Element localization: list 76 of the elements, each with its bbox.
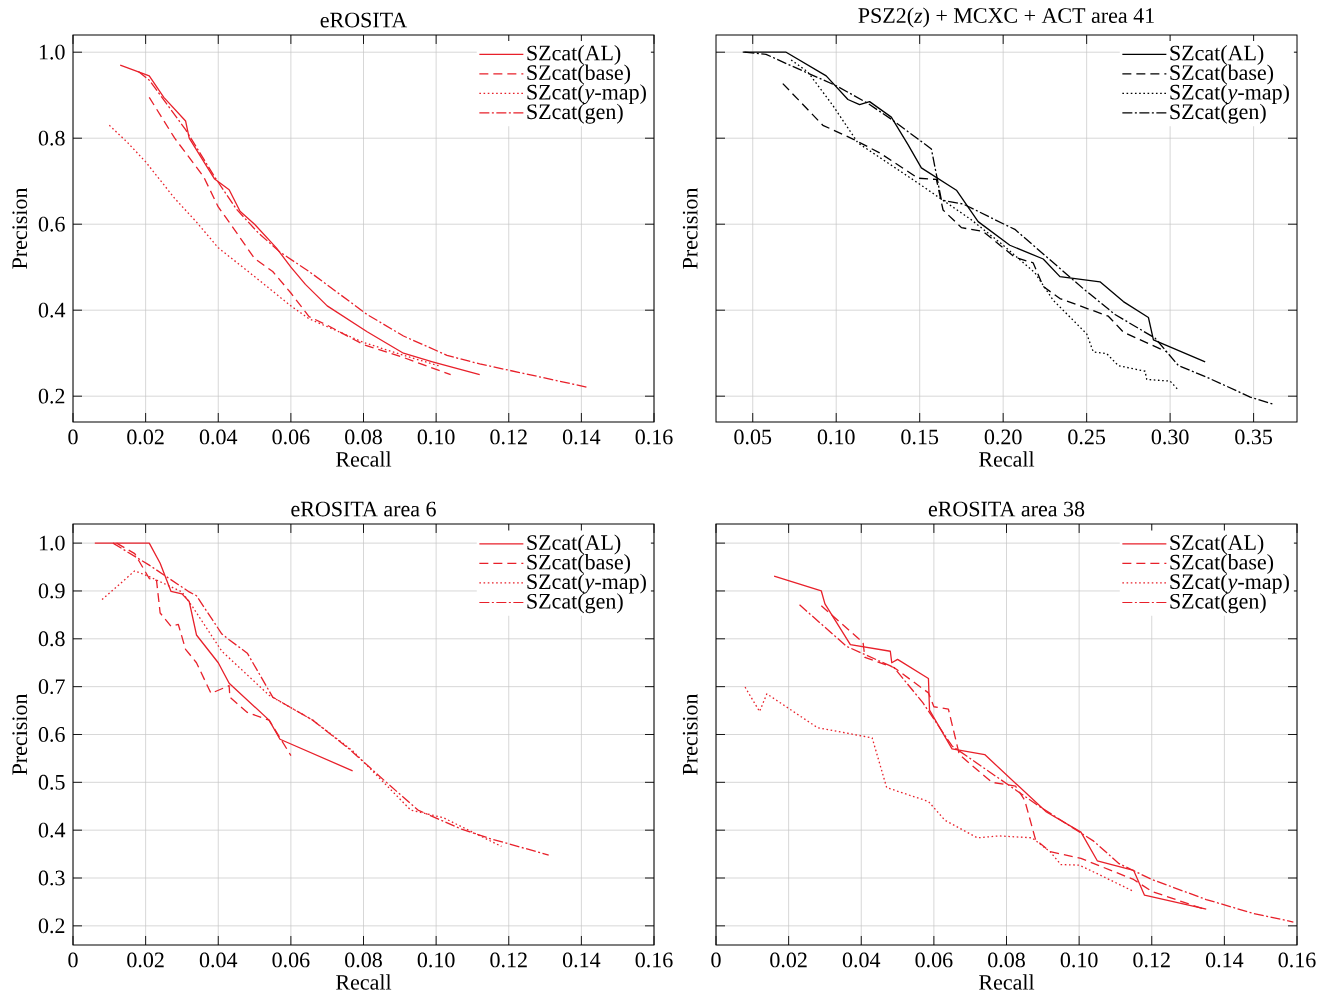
legend-label: SZcat(y-map) (527, 573, 646, 594)
x-tick-label: 0.20 (984, 429, 1022, 445)
y-axis-title: Precision (12, 187, 28, 269)
x-tick-label: 0.14 (1205, 952, 1244, 968)
x-axis-title: Recall (336, 974, 392, 990)
legend-label: SZcat(base) (527, 64, 631, 85)
legend-label: SZcat(AL) (1170, 534, 1264, 555)
x-tick-label: 0.10 (1060, 952, 1098, 968)
chart-title: eROSITA area 38 (928, 501, 1085, 517)
chart-title: PSZ2(z) + MCXC + ACT area 41 (858, 7, 1154, 28)
chart-title: eROSITA (320, 12, 408, 28)
x-tick-label: 0.30 (1151, 429, 1189, 445)
x-tick-label: 0.02 (127, 952, 164, 968)
y-tick-label: 0.9 (38, 583, 65, 599)
x-tick-label: 0.04 (199, 429, 238, 445)
x-tick-label: 0.08 (345, 952, 382, 968)
x-tick-label: 0.12 (490, 952, 527, 968)
y-tick-label: 0.8 (38, 631, 65, 647)
legend-label: SZcat(AL) (527, 534, 621, 555)
x-tick-label: 0 (68, 952, 78, 968)
x-tick-label: 0 (711, 952, 721, 968)
x-tick-label: 0.10 (417, 952, 455, 968)
legend-label: SZcat(y-map) (1170, 84, 1289, 105)
chart-title: eROSITA area 6 (291, 501, 436, 517)
y-tick-label: 0.7 (38, 679, 65, 695)
legend-label: SZcat(gen) (1170, 593, 1266, 614)
x-tick-label: 0.05 (734, 429, 772, 445)
x-tick-label: 0.02 (127, 429, 164, 445)
x-tick-label: 0.16 (1278, 952, 1316, 968)
x-tick-label: 0.08 (345, 429, 382, 445)
y-tick-label: 0.4 (38, 822, 66, 838)
x-tick-label: 0.08 (988, 952, 1025, 968)
x-tick-label: 0 (68, 429, 78, 445)
y-axis-title: Precision (682, 187, 698, 269)
x-tick-label: 0.10 (417, 429, 455, 445)
y-tick-label: 0.4 (38, 302, 66, 318)
legend-label: SZcat(gen) (527, 103, 623, 124)
x-tick-label: 0.14 (562, 952, 601, 968)
x-tick-label: 0.15 (901, 429, 939, 445)
x-tick-label: 0.06 (272, 952, 310, 968)
x-tick-label: 0.16 (635, 429, 673, 445)
legend-label: SZcat(AL) (527, 45, 621, 65)
legend-label: SZcat(base) (1170, 554, 1274, 575)
legend-label: SZcat(base) (1170, 64, 1274, 85)
legend-label: SZcat(gen) (1170, 103, 1266, 124)
x-tick-label: 0.35 (1235, 429, 1272, 445)
y-tick-label: 0.6 (38, 727, 65, 742)
legend-label: SZcat(gen) (527, 593, 623, 614)
y-tick-label: 1.0 (39, 44, 65, 60)
legend-label: SZcat(AL) (1170, 45, 1264, 65)
y-tick-label: 0.5 (38, 774, 65, 790)
x-tick-label: 0.06 (272, 429, 310, 445)
y-tick-label: 0.2 (38, 918, 65, 934)
x-tick-label: 0.06 (915, 952, 953, 968)
y-tick-label: 0.2 (38, 388, 65, 404)
x-tick-label: 0.10 (817, 429, 855, 445)
x-tick-label: 0.25 (1068, 429, 1106, 445)
x-tick-label: 0.12 (490, 429, 527, 445)
y-tick-label: 0.6 (38, 216, 65, 232)
y-axis-title: Precision (12, 693, 28, 775)
x-tick-label: 0.16 (635, 952, 673, 968)
x-axis-title: Recall (336, 451, 392, 467)
x-tick-label: 0.04 (842, 952, 881, 968)
y-axis-title: Precision (682, 693, 698, 775)
x-axis-title: Recall (979, 451, 1035, 467)
x-tick-label: 0.14 (562, 429, 601, 445)
legend-label: SZcat(base) (527, 554, 631, 575)
legend-label: SZcat(y-map) (1170, 573, 1289, 594)
y-tick-label: 0.3 (38, 870, 65, 886)
legend-label: SZcat(y-map) (527, 84, 646, 105)
y-tick-label: 0.8 (38, 130, 65, 146)
x-tick-label: 0.04 (199, 952, 238, 968)
y-tick-label: 1.0 (39, 535, 65, 551)
x-tick-label: 0.12 (1133, 952, 1170, 968)
x-axis-title: Recall (979, 974, 1035, 990)
x-tick-label: 0.02 (770, 952, 807, 968)
